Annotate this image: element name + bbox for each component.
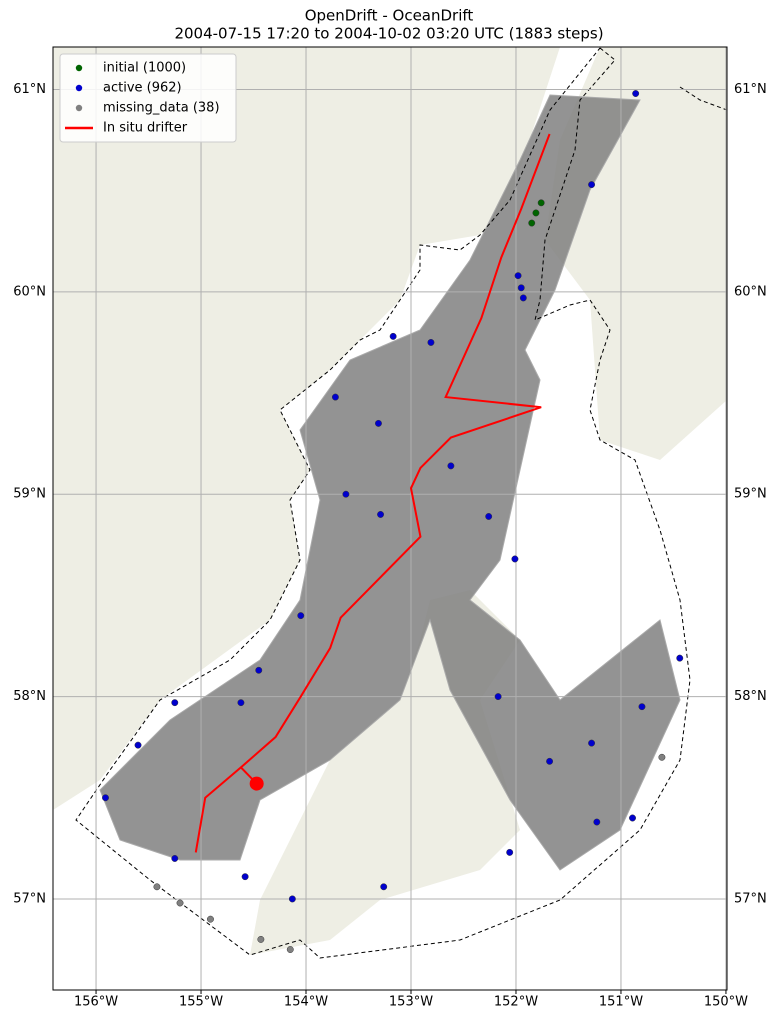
y-tick-label: 61°N (734, 82, 767, 97)
legend-label: active (962) (103, 81, 182, 96)
map-area (53, 47, 727, 990)
particle (297, 612, 305, 620)
model-domain (75, 47, 691, 959)
legend-swatch (75, 104, 83, 112)
particle (331, 393, 339, 401)
y-tick-label: 60°N (734, 284, 767, 299)
particle (514, 272, 522, 280)
particle (517, 284, 525, 292)
y-tick-label: 58°N (13, 689, 46, 704)
particle (377, 511, 385, 518)
legend-label: In situ drifter (103, 121, 188, 136)
chart-subtitle: 2004-07-15 17:20 to 2004-10-02 03:20 UTC… (174, 25, 603, 43)
legend-box (59, 53, 237, 143)
legend-swatch (75, 84, 83, 92)
particle (506, 848, 514, 856)
particle (427, 338, 435, 346)
particle (286, 946, 294, 953)
particle (511, 555, 519, 563)
particle (102, 794, 109, 802)
legend-swatch (75, 64, 83, 72)
particle (658, 753, 666, 761)
legend: initial (1000) active (962) missing_data (… (59, 53, 237, 143)
particle (207, 915, 214, 923)
drifter-track (194, 133, 551, 853)
particle (380, 883, 388, 891)
chart-title: OpenDrift - OceanDrift (305, 7, 474, 25)
particle (588, 739, 596, 747)
x-tick-label: 154°W (284, 995, 328, 1010)
land (53, 47, 560, 810)
drifter-start (249, 776, 264, 791)
y-tick-label: 57°N (734, 891, 767, 906)
particle (676, 654, 684, 662)
y-tick-label: 60°N (13, 284, 46, 299)
x-tick-label: 151°W (599, 995, 643, 1010)
particle (134, 741, 142, 749)
particle (171, 699, 179, 707)
frame (52, 46, 728, 991)
particle (519, 294, 527, 302)
x-tick-label: 156°W (74, 995, 118, 1010)
particle (288, 895, 296, 903)
particle (255, 666, 263, 674)
y-tick-label: 58°N (734, 689, 767, 704)
particle (532, 209, 540, 217)
particle (485, 513, 493, 520)
particle (447, 462, 455, 470)
x-tick-label: 150°W (704, 995, 748, 1010)
particle (528, 219, 536, 227)
particle (546, 757, 554, 765)
marks (102, 90, 684, 953)
particle (171, 855, 179, 862)
particle-trajectories (99, 94, 681, 871)
y-tick-label: 59°N (734, 487, 767, 502)
x-tick-label: 153°W (389, 995, 433, 1010)
x-tick-label: 155°W (179, 995, 223, 1010)
particle (629, 814, 636, 822)
x-tick-label: 152°W (494, 995, 538, 1010)
particle (237, 699, 245, 707)
axes: 156°W 155°W 154°W 153°W 152°W 151°W 150°W 57°N 5… (13, 82, 767, 1010)
particle (257, 935, 265, 943)
model-domain (679, 86, 727, 111)
particle (593, 818, 601, 826)
particle (176, 899, 184, 907)
particle (494, 693, 502, 701)
particle (638, 703, 646, 711)
legend-label: initial (1000) (103, 61, 186, 76)
y-tick-label: 57°N (13, 891, 46, 906)
particle (153, 883, 161, 891)
particle (389, 332, 397, 340)
legend-label: missing_data (38) (103, 101, 220, 116)
y-tick-label: 61°N (13, 82, 46, 97)
particle (375, 419, 382, 427)
y-tick-label: 59°N (13, 487, 46, 502)
particle (588, 181, 596, 189)
particle (241, 873, 249, 881)
particle (342, 490, 350, 498)
particle (632, 90, 640, 97)
particle (537, 199, 545, 207)
